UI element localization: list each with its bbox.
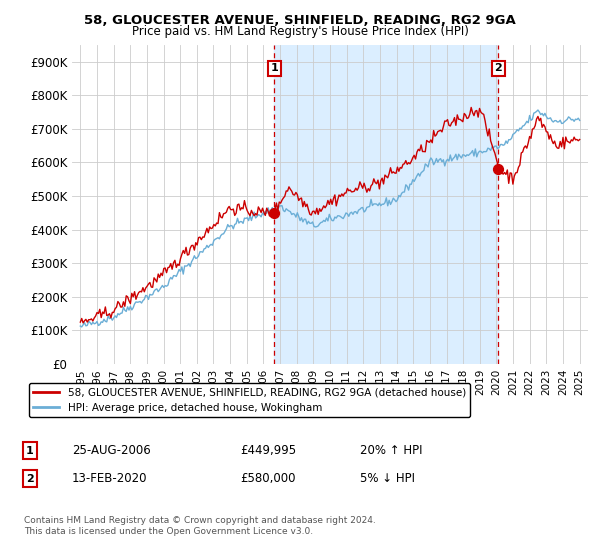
Text: 13-FEB-2020: 13-FEB-2020 (72, 472, 148, 486)
Point (269, 208, 279, 217)
Text: Contains HM Land Registry data © Crown copyright and database right 2024.: Contains HM Land Registry data © Crown c… (24, 516, 376, 525)
Text: 1: 1 (26, 446, 34, 456)
Text: 20% ↑ HPI: 20% ↑ HPI (360, 444, 422, 458)
Text: Price paid vs. HM Land Registry's House Price Index (HPI): Price paid vs. HM Land Registry's House … (131, 25, 469, 38)
Text: £580,000: £580,000 (240, 472, 296, 486)
Text: 25-AUG-2006: 25-AUG-2006 (72, 444, 151, 458)
Legend: 58, GLOUCESTER AVENUE, SHINFIELD, READING, RG2 9GA (detached house), HPI: Averag: 58, GLOUCESTER AVENUE, SHINFIELD, READIN… (29, 383, 470, 417)
Text: 2: 2 (494, 63, 502, 73)
Text: £449,995: £449,995 (240, 444, 296, 458)
Point (494, 165, 503, 174)
Text: 2: 2 (26, 474, 34, 484)
Bar (274, 45, 499, 364)
Text: 5% ↓ HPI: 5% ↓ HPI (360, 472, 415, 486)
Text: This data is licensed under the Open Government Licence v3.0.: This data is licensed under the Open Gov… (24, 528, 313, 536)
Text: 58, GLOUCESTER AVENUE, SHINFIELD, READING, RG2 9GA: 58, GLOUCESTER AVENUE, SHINFIELD, READIN… (84, 14, 516, 27)
Text: 1: 1 (271, 63, 278, 73)
